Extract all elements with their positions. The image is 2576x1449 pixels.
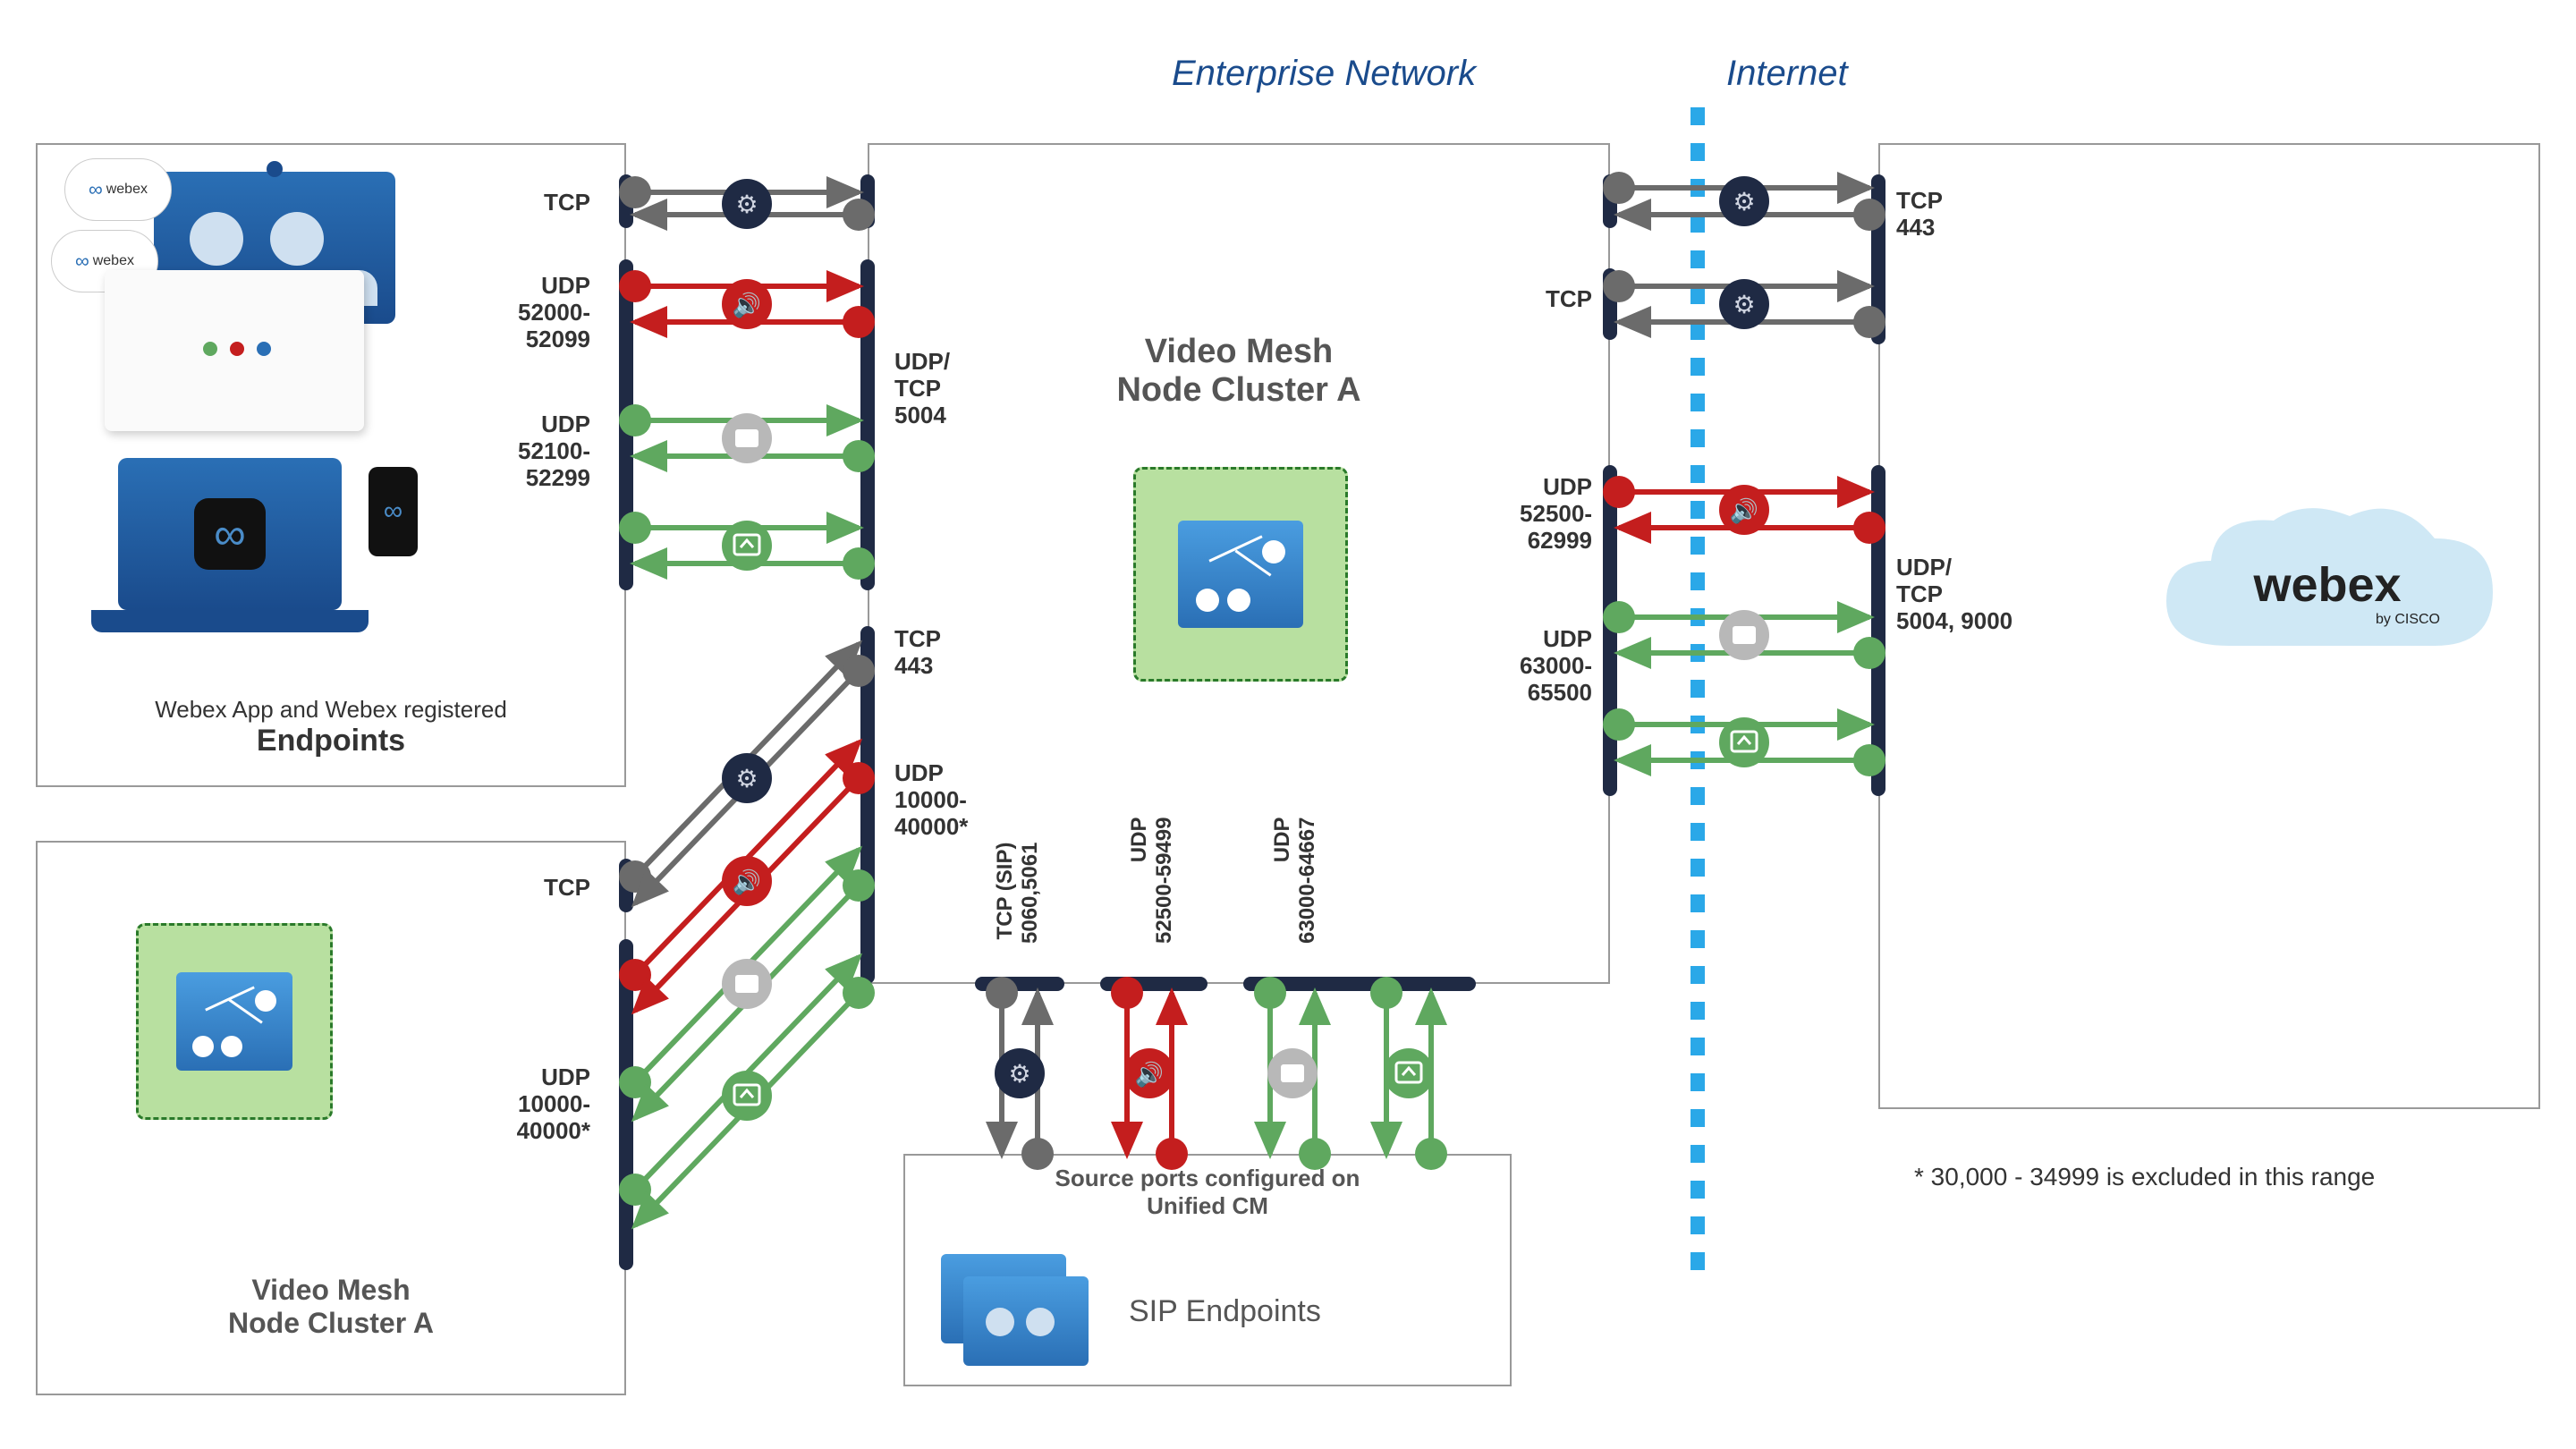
svg-text:⚙: ⚙ <box>1733 188 1755 216</box>
header-enterprise: Enterprise Network <box>1172 54 1476 94</box>
footnote: * 30,000 - 34999 is excluded in this ran… <box>1914 1163 2375 1191</box>
webex-cloud-icon: webex by CISCO <box>2148 494 2506 691</box>
port-label: TCP <box>438 190 590 216</box>
whiteboard-icon <box>105 270 364 431</box>
vmn-left-title: Video Mesh Node Cluster A <box>38 1274 624 1340</box>
vmn-center-title: Video Mesh Node Cluster A <box>869 333 1608 410</box>
endpoints-caption: Webex App and Webex registered Endpoints <box>38 696 624 758</box>
port-label: UDP/ TCP 5004, 9000 <box>1896 555 2012 635</box>
svg-text:⚙: ⚙ <box>735 765 758 792</box>
port-label: UDP 10000- 40000* <box>894 760 968 841</box>
mesh-node-icon <box>1133 467 1348 682</box>
svg-text:⚙: ⚙ <box>1733 291 1755 318</box>
svg-text:⚙: ⚙ <box>1008 1060 1030 1088</box>
vmn-center-box: Video Mesh Node Cluster A <box>868 143 1610 984</box>
port-label: TCP <box>438 875 590 902</box>
sip-box: Source ports configured on Unified CM SI… <box>903 1154 1512 1386</box>
port-label: TCP (SIP) 5060,5061 <box>993 843 1042 944</box>
svg-text:🔊: 🔊 <box>1135 1060 1164 1089</box>
laptop-icon: ∞ <box>118 458 342 610</box>
port-label: UDP 52000- 52099 <box>438 273 590 353</box>
port-label: UDP 52500-59499 <box>1127 818 1176 944</box>
port-label: UDP 63000-64667 <box>1270 818 1319 944</box>
mesh-node-icon <box>136 923 333 1120</box>
phone-icon: ∞ <box>369 467 418 556</box>
svg-text:webex: webex <box>2252 558 2401 612</box>
port-label: UDP 10000- 40000* <box>438 1064 590 1145</box>
port-label: UDP 52100- 52299 <box>438 411 590 492</box>
header-internet: Internet <box>1726 54 1848 94</box>
webex-cloud-badge-icon: ∞webex <box>64 158 172 221</box>
network-divider <box>1690 107 1705 1270</box>
svg-text:🔊: 🔊 <box>1730 496 1758 525</box>
port-label: UDP/ TCP 5004 <box>894 349 950 429</box>
port-label: UDP 52500- 62999 <box>1449 474 1592 555</box>
port-label: TCP <box>1449 286 1592 313</box>
svg-text:⚙: ⚙ <box>735 191 758 218</box>
sip-label: SIP Endpoints <box>1129 1294 1321 1329</box>
port-label: TCP 443 <box>1896 188 1943 242</box>
port-label: TCP 443 <box>894 626 941 680</box>
svg-text:🔊: 🔊 <box>733 291 761 319</box>
svg-text:🔊: 🔊 <box>733 868 761 896</box>
port-label: UDP 63000- 65500 <box>1449 626 1592 707</box>
sip-caption: Source ports configured on Unified CM <box>905 1165 1510 1220</box>
svg-text:by CISCO: by CISCO <box>2376 612 2440 627</box>
